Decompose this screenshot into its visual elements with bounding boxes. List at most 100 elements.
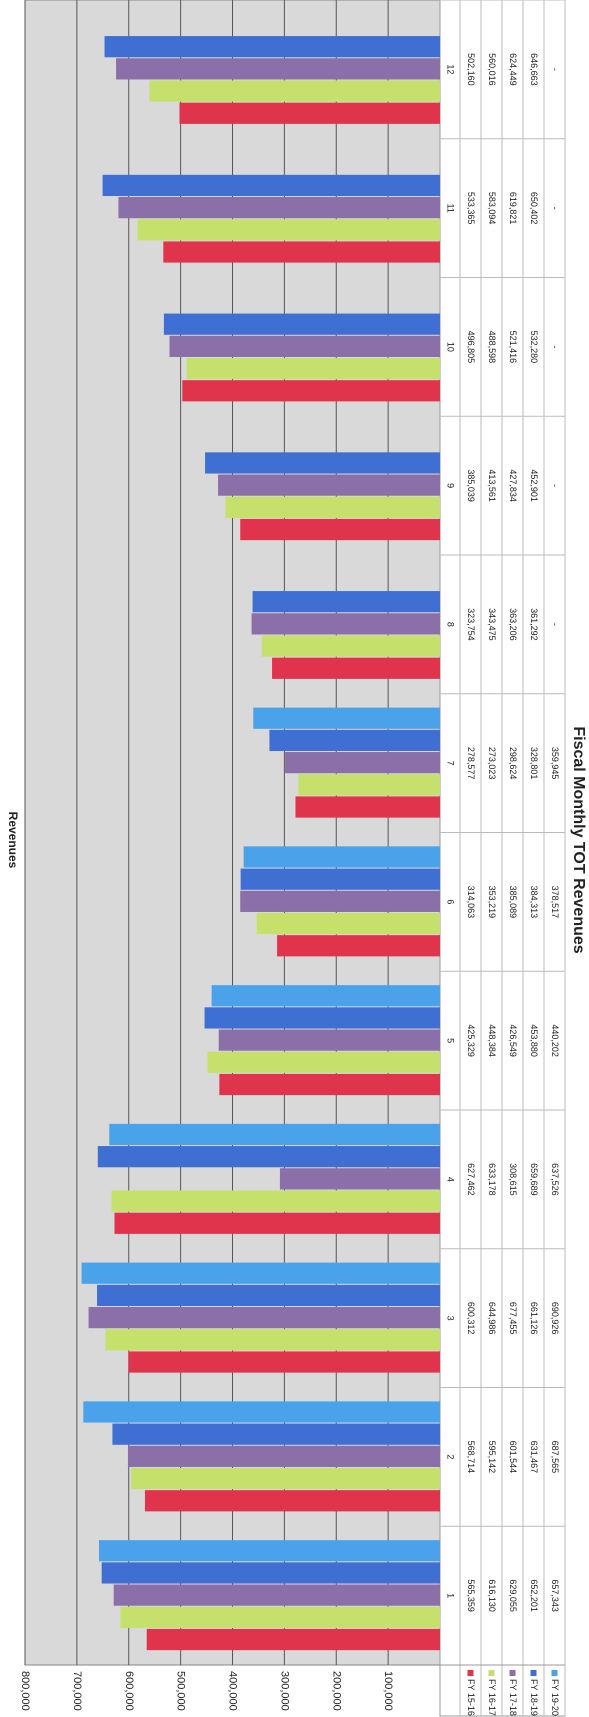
table-value: 328,801 — [529, 747, 539, 780]
table-value: 532,280 — [529, 331, 539, 364]
x-tick-label: 6 — [446, 899, 456, 904]
table-value: 690,926 — [550, 1302, 560, 1335]
x-tick-label: 7 — [446, 761, 456, 766]
bar — [219, 1073, 440, 1096]
table-value: 624,449 — [508, 53, 518, 86]
x-tick-label: 2 — [446, 1454, 456, 1459]
bar — [99, 1540, 440, 1562]
legend-label: FY 17-18 — [508, 1679, 518, 1716]
bar — [113, 1584, 440, 1606]
bar — [144, 1490, 440, 1512]
table-value: 631,467 — [529, 1441, 539, 1474]
table-value: 496,805 — [466, 331, 476, 364]
table-value: 627,462 — [466, 1163, 476, 1196]
bar — [104, 36, 440, 58]
bar — [179, 102, 440, 124]
y-tick-label: 800,000 — [19, 1671, 31, 1711]
bar — [137, 219, 440, 241]
bar — [127, 1445, 441, 1467]
bar — [272, 657, 440, 679]
y-tick-label: 200,000 — [330, 1671, 342, 1711]
table-value: 659,689 — [529, 1163, 539, 1196]
bar — [240, 890, 440, 912]
table-value: 616,130 — [487, 1579, 497, 1612]
bar — [252, 591, 440, 613]
bar — [105, 1329, 440, 1351]
legend-swatch — [467, 1670, 474, 1676]
table-value: 361,292 — [529, 608, 539, 641]
y-tick-label: 600,000 — [123, 1671, 135, 1711]
bar — [111, 1190, 440, 1212]
table-value: 278,577 — [466, 747, 476, 780]
table-value: 353,219 — [487, 886, 497, 919]
x-tick-label: 10 — [446, 342, 456, 352]
table-value: 600,312 — [466, 1302, 476, 1335]
table-value: 488,598 — [487, 331, 497, 364]
table-value: 323,754 — [466, 608, 476, 641]
table-value: 637,526 — [550, 1163, 560, 1196]
bar — [109, 1123, 440, 1146]
bar — [240, 868, 440, 890]
x-tick-label: 8 — [446, 622, 456, 627]
table-value: 298,624 — [508, 747, 518, 780]
bar — [269, 729, 440, 752]
table-value: 629,055 — [508, 1579, 518, 1612]
bar — [225, 496, 440, 518]
table-value: 308,615 — [508, 1163, 518, 1196]
bar — [277, 935, 440, 957]
bar — [218, 474, 440, 496]
legend-swatch — [551, 1670, 558, 1676]
bar — [218, 1029, 440, 1051]
table-value: 560,016 — [487, 53, 497, 86]
bar — [120, 1606, 440, 1628]
table-value: 426,549 — [508, 1024, 518, 1057]
bar — [256, 912, 440, 935]
bar — [207, 1051, 440, 1073]
table-value: 427,834 — [508, 469, 518, 502]
bar — [285, 752, 440, 774]
table-value: 425,329 — [466, 1024, 476, 1057]
y-tick-label: 100,000 — [382, 1671, 394, 1711]
bar — [112, 1423, 441, 1445]
bar — [102, 174, 440, 197]
table-value: 378,517 — [550, 886, 560, 919]
table-value: 644,986 — [487, 1302, 497, 1335]
table-value: 363,206 — [508, 608, 518, 641]
table-value: 652,201 — [529, 1579, 539, 1612]
table-value: 359,945 — [550, 747, 560, 780]
legend-label: FY 19-20 — [550, 1679, 560, 1716]
bar — [128, 1351, 441, 1373]
legend-swatch — [488, 1670, 495, 1676]
legend-swatch — [530, 1670, 537, 1676]
table-value: - — [550, 207, 560, 210]
bar — [169, 335, 441, 357]
table-value: 440,202 — [550, 1024, 560, 1057]
x-tick-label: 11 — [446, 203, 456, 212]
table-value: 521,416 — [508, 331, 518, 364]
table-value: 565,359 — [466, 1579, 476, 1612]
chart-title: Fiscal Monthly TOT Revenues — [570, 726, 587, 953]
table-value: - — [550, 345, 560, 348]
x-tick-label: 5 — [446, 1038, 456, 1043]
table-value: 385,039 — [466, 469, 476, 502]
table-value: 677,455 — [508, 1302, 518, 1335]
bar — [83, 1401, 440, 1423]
legend-label: FY 18-19 — [529, 1679, 539, 1716]
table-value: 452,901 — [529, 469, 539, 502]
bar — [88, 1307, 440, 1329]
bar — [149, 80, 440, 102]
table-value: 568,714 — [466, 1441, 476, 1474]
y-tick-label: 700,000 — [71, 1671, 83, 1711]
bar — [279, 1168, 440, 1190]
bar — [261, 635, 440, 657]
legend-swatch — [509, 1670, 516, 1676]
bar — [186, 357, 440, 380]
legend-label: FY 15-16 — [466, 1679, 476, 1716]
table-value: 583,094 — [487, 192, 497, 225]
x-tick-label: 12 — [446, 64, 456, 74]
x-tick-label: 1 — [446, 1593, 456, 1598]
bar — [114, 1212, 440, 1234]
bar — [182, 380, 440, 402]
